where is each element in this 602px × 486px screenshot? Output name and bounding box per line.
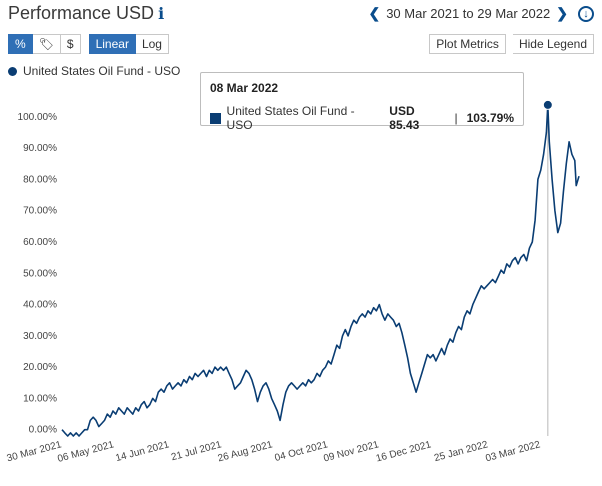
plot-metrics-button[interactable]: Plot Metrics xyxy=(429,34,506,54)
chevron-right-icon[interactable]: ❯ xyxy=(556,5,568,21)
tooltip-separator: | xyxy=(454,111,458,125)
y-tick-label: 60.00% xyxy=(23,237,57,248)
y-tick-label: 70.00% xyxy=(23,206,57,217)
hide-legend-button[interactable]: Hide Legend xyxy=(512,34,594,54)
highlight-point xyxy=(542,99,553,110)
y-tick-label: 80.00% xyxy=(23,174,57,185)
chevron-left-icon[interactable]: ❮ xyxy=(368,5,381,21)
date-range[interactable]: 30 Mar 2021 to 29 Mar 2022 xyxy=(386,6,551,21)
linear-scale-button[interactable]: Linear xyxy=(88,34,136,54)
x-tick-label: 06 May 2021 xyxy=(56,439,115,465)
tooltip-swatch xyxy=(210,112,221,124)
log-scale-button[interactable]: Log xyxy=(135,34,169,54)
legend-label: United States Oil Fund - USO xyxy=(23,64,181,78)
chart-tooltip: 08 Mar 2022 United States Oil Fund - USO… xyxy=(200,72,524,132)
y-tick-label: 90.00% xyxy=(23,143,57,154)
x-tick-label: 09 Nov 2021 xyxy=(322,439,380,464)
series-line xyxy=(61,104,580,437)
legend-marker xyxy=(8,66,17,76)
chart-legend[interactable]: United States Oil Fund - USO xyxy=(8,64,180,78)
y-tick-label: 10.00% xyxy=(23,393,57,404)
tooltip-price: USD 85.43 xyxy=(389,104,420,132)
info-icon[interactable]: i xyxy=(158,4,165,23)
y-tick-label: 30.00% xyxy=(23,331,57,342)
tooltip-row: United States Oil Fund - USO USD 85.43 |… xyxy=(210,104,514,132)
y-tick-label: 100.00% xyxy=(18,112,58,123)
tooltip-percent: 103.79% xyxy=(466,111,514,125)
title-text: Performance USD xyxy=(8,3,155,23)
tooltip-date: 08 Mar 2022 xyxy=(210,81,279,95)
x-tick-label: 14 Jun 2021 xyxy=(114,439,170,464)
x-tick-label: 04 Oct 2021 xyxy=(274,439,330,464)
y-tick-label: 0.00% xyxy=(29,425,57,436)
y-tick-label: 40.00% xyxy=(23,300,57,311)
x-tick-label: 16 Dec 2021 xyxy=(375,439,433,464)
chart-toolbar: % 🏷 $ Linear Log xyxy=(8,34,169,54)
tooltip-series-name: United States Oil Fund - USO xyxy=(226,104,355,132)
x-tick-label: 26 Aug 2021 xyxy=(217,439,275,464)
x-tick-label: 03 Mar 2022 xyxy=(484,439,542,464)
x-tick-label: 30 Mar 2021 xyxy=(6,439,64,464)
page-title: Performance USD i xyxy=(8,3,164,24)
y-tick-label: 50.00% xyxy=(23,268,57,279)
currency-mode-button[interactable]: $ xyxy=(60,34,81,54)
date-navigation: ❮ 30 Mar 2021 to 29 Mar 2022 ❯ ↓ xyxy=(368,5,594,22)
x-tick-label: 25 Jan 2022 xyxy=(433,439,489,464)
y-tick-label: 20.00% xyxy=(23,362,57,373)
download-icon[interactable]: ↓ xyxy=(578,5,594,22)
tag-icon[interactable]: 🏷 xyxy=(32,34,61,54)
percent-mode-button[interactable]: % xyxy=(8,34,33,54)
mode-button-group: % 🏷 $ xyxy=(8,34,81,54)
x-tick-label: 21 Jul 2021 xyxy=(170,439,223,463)
scale-button-group: Linear Log xyxy=(88,34,169,54)
chart-actions: Plot Metrics Hide Legend xyxy=(429,34,594,54)
